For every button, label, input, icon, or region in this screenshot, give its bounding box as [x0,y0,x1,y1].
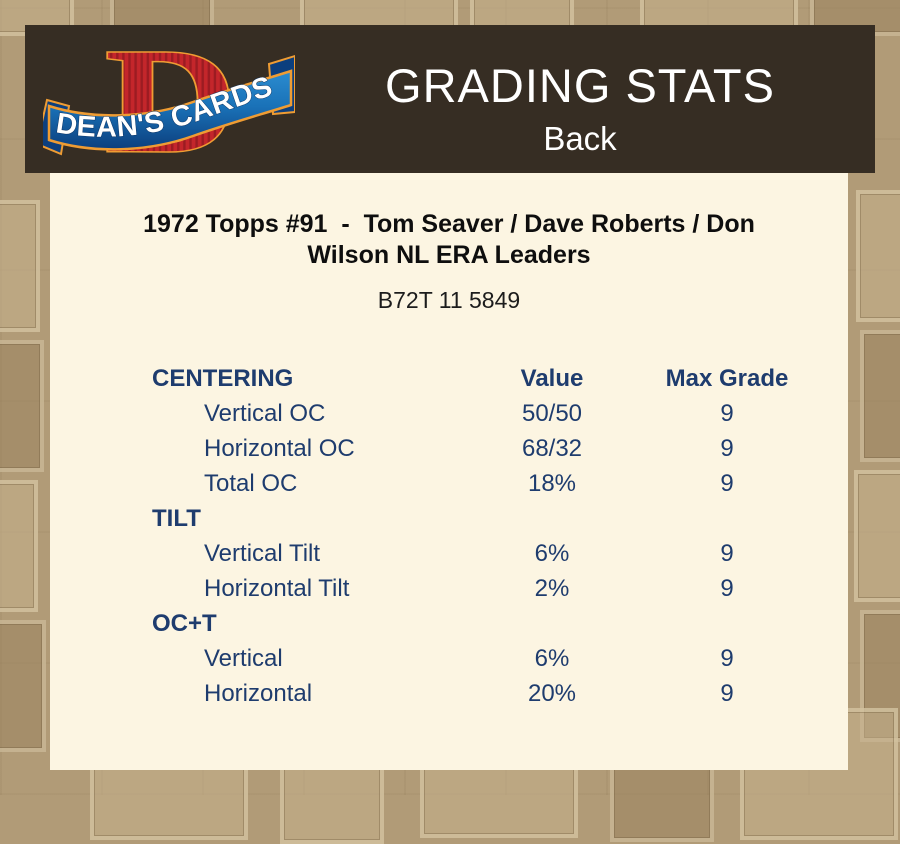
collage-card [0,200,40,332]
stat-label: Horizontal Tilt [204,575,350,602]
stat-max-grade: 9 [720,645,734,672]
table-row: Total OC 18% 9 [152,466,802,501]
deans-cards-logo-graphic: D DEAN'S CARDS [35,17,296,186]
grading-stats-panel: 1972 Topps #91 - Tom Seaver / Dave Rober… [50,173,848,770]
table-row: Horizontal OC 68/32 9 [152,431,802,466]
collage-card [854,470,900,602]
card-code: B72T 11 5849 [377,287,521,313]
table-row: Horizontal 20% 9 [152,676,802,711]
column-header-max-grade: Max Grade [665,365,789,392]
stat-value: 20% [527,680,577,707]
stat-label: Horizontal [204,680,313,707]
stat-max-grade: 9 [720,540,734,567]
table-section-row: TILT [152,501,802,536]
stat-value: 6% [534,645,570,672]
section-name-tilt: TILT [152,505,201,532]
stat-max-grade: 9 [720,575,734,602]
deans-cards-logo: D DEAN'S CARDS [35,17,296,186]
stat-label: Horizontal OC [204,435,355,462]
stat-label: Vertical [204,645,283,672]
collage-card [0,480,38,612]
column-header-value: Value [520,365,584,392]
stat-value: 2% [534,575,570,602]
collage-card [0,340,44,472]
stat-value: 18% [527,470,577,497]
table-row: Vertical Tilt 6% 9 [152,536,802,571]
table-section-row: OC+T [152,606,802,641]
stat-max-grade: 9 [720,680,734,707]
stat-value: 68/32 [521,435,583,462]
grading-stats-table: CENTERING Value Max Grade Vertical OC 50… [152,361,802,711]
table-row: Vertical OC 50/50 9 [152,396,802,431]
table-row: Horizontal Tilt 2% 9 [152,571,802,606]
section-name-centering: CENTERING [152,365,294,392]
collage-card [856,190,900,322]
stat-value: 50/50 [521,400,583,427]
card-title: 1972 Topps #91 - Tom Seaver / Dave Rober… [143,210,755,269]
collage-card [0,620,46,752]
header-banner: D DEAN'S CARDS GRADING STATS Back [25,17,875,186]
stat-label: Vertical Tilt [204,540,321,567]
stat-max-grade: 9 [720,435,734,462]
stat-value: 6% [534,540,570,567]
section-name-oct: OC+T [152,610,217,637]
stat-max-grade: 9 [720,400,734,427]
page-title: GRADING STATS [385,59,775,112]
stat-label: Total OC [204,470,298,497]
stat-label: Vertical OC [204,400,326,427]
card-side-label: Back [543,120,617,157]
brand-ribbon [47,69,293,151]
table-row: Vertical 6% 9 [152,641,802,676]
stat-max-grade: 9 [720,470,734,497]
table-header-row: CENTERING Value Max Grade [152,361,802,396]
collage-card [860,330,900,462]
